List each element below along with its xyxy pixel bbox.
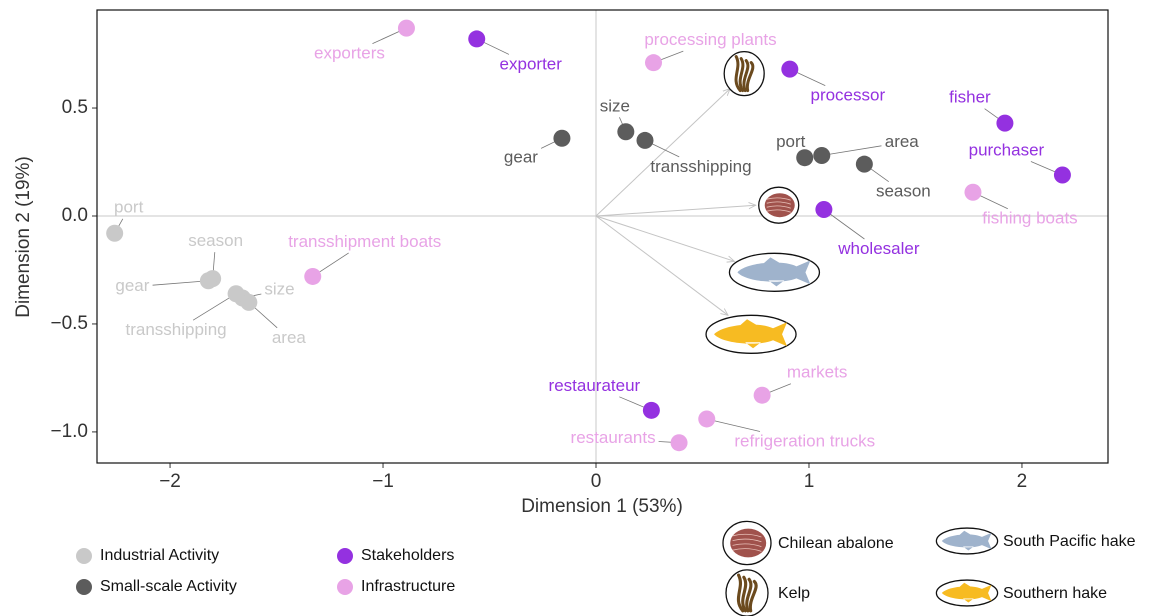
point-label: restaurateur xyxy=(549,376,641,395)
point xyxy=(671,434,688,451)
point-label: processor xyxy=(810,86,885,105)
point-label: port xyxy=(114,198,144,217)
point-label: restaurants xyxy=(571,428,656,447)
y-tick-label: 0.0 xyxy=(62,205,88,226)
legend-label: Southern hake xyxy=(1003,585,1107,602)
legend-marker xyxy=(76,579,92,595)
y-tick-label: 0.5 xyxy=(62,97,88,118)
legend-icon xyxy=(723,521,771,564)
point-label: size xyxy=(600,96,630,115)
point xyxy=(964,184,981,201)
point xyxy=(856,156,873,173)
point-label: refrigeration trucks xyxy=(734,431,875,450)
species-icon xyxy=(724,52,764,96)
x-tick-label: 2 xyxy=(1017,471,1028,492)
point-label: port xyxy=(776,132,806,151)
point xyxy=(645,54,662,71)
point xyxy=(304,268,321,285)
legend-icon xyxy=(726,570,768,616)
leader-line xyxy=(822,146,882,156)
point xyxy=(200,272,217,289)
point-label: markets xyxy=(787,363,847,382)
point-label: exporters xyxy=(314,44,385,63)
point xyxy=(781,61,798,78)
point-label: fishing boats xyxy=(982,209,1077,228)
legend-label: Chilean abalone xyxy=(778,535,894,552)
x-tick-label: −2 xyxy=(159,471,181,492)
point-label: season xyxy=(876,182,931,201)
legend-label: Kelp xyxy=(778,585,810,602)
chart: Dimension 1 (53%) Dimension 2 (19%) −2 −1… xyxy=(0,0,1165,616)
y-tick-label: −0.5 xyxy=(50,313,88,334)
loading-arrow xyxy=(596,216,728,315)
legend-label: Infrastructure xyxy=(361,578,455,595)
y-tick-label: −1.0 xyxy=(50,421,88,442)
point xyxy=(553,130,570,147)
x-axis-label: Dimension 1 (53%) xyxy=(521,496,683,517)
loading-arrow xyxy=(596,205,756,216)
point xyxy=(813,147,830,164)
point xyxy=(636,132,653,149)
point xyxy=(617,123,634,140)
point xyxy=(468,30,485,47)
point xyxy=(796,149,813,166)
x-tick-label: 1 xyxy=(804,471,815,492)
legend-marker xyxy=(76,548,92,564)
point-label: transshipping xyxy=(126,320,227,339)
point-label: transshipping xyxy=(650,157,751,176)
legend-icon xyxy=(936,580,997,606)
point-label: size xyxy=(264,280,294,299)
point-label: season xyxy=(188,231,243,250)
loading-arrow xyxy=(596,216,734,261)
point xyxy=(815,201,832,218)
point-label: area xyxy=(885,132,920,151)
point-label: processing plants xyxy=(644,30,776,49)
legend-icon xyxy=(936,528,997,554)
point-label: exporter xyxy=(500,54,563,73)
point xyxy=(398,20,415,37)
species-icon xyxy=(759,187,799,223)
point-label: wholesaler xyxy=(837,239,920,258)
species-icon xyxy=(729,253,819,291)
point xyxy=(754,387,771,404)
point xyxy=(698,410,715,427)
point-label: purchaser xyxy=(969,140,1045,159)
point-label: transshipment boats xyxy=(288,232,441,251)
point-label: area xyxy=(272,328,307,347)
icon-shell xyxy=(765,193,795,217)
point xyxy=(106,225,123,242)
legend-label: South Pacific hake xyxy=(1003,533,1136,550)
legend-label: Industrial Activity xyxy=(100,547,219,564)
x-tick-label: −1 xyxy=(372,471,394,492)
icon-shell xyxy=(730,529,766,558)
point xyxy=(1054,166,1071,183)
point xyxy=(240,294,257,311)
species-icon xyxy=(706,315,796,353)
point xyxy=(996,115,1013,132)
point xyxy=(643,402,660,419)
legend-marker xyxy=(337,548,353,564)
legend-label: Small-scale Activity xyxy=(100,578,237,595)
y-axis-label: Dimension 2 (19%) xyxy=(13,156,34,318)
plot-frame xyxy=(97,10,1108,463)
legend-marker xyxy=(337,579,353,595)
legend-label: Stakeholders xyxy=(361,547,454,564)
x-tick-label: 0 xyxy=(591,471,602,492)
point-label: gear xyxy=(115,276,149,295)
point-label: fisher xyxy=(949,88,991,107)
point-label: gear xyxy=(504,148,538,167)
